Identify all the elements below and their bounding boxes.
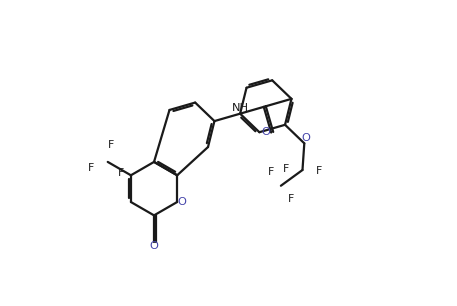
Text: F: F (268, 167, 274, 177)
Text: O: O (177, 197, 186, 207)
Text: F: F (316, 166, 323, 176)
Text: O: O (261, 127, 270, 137)
Text: NH: NH (232, 103, 249, 113)
Text: F: F (88, 163, 94, 173)
Text: O: O (149, 241, 159, 251)
Text: F: F (288, 194, 294, 204)
Text: F: F (118, 168, 124, 178)
Text: O: O (302, 133, 310, 143)
Text: F: F (108, 140, 114, 150)
Text: F: F (282, 164, 289, 174)
